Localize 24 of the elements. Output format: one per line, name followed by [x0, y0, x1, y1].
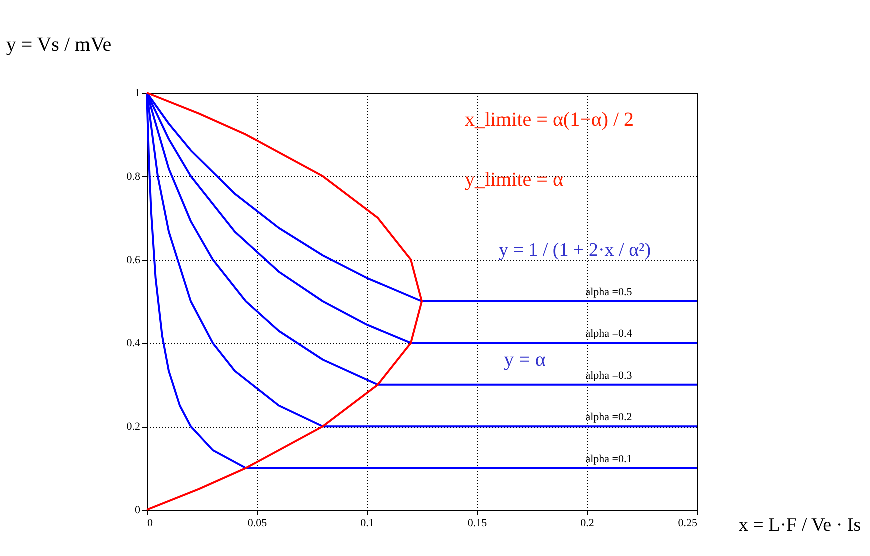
annotation: x_limite = α(1−α) / 2: [465, 109, 634, 131]
annotation: y_limite = α: [465, 169, 564, 191]
x-tick-label: 0.15: [468, 518, 488, 530]
x-tick-label: 0.25: [678, 518, 698, 530]
series-label: alpha =0.1: [586, 453, 632, 466]
text: y = Vs / mVe: [6, 34, 112, 56]
x-tick-label: 0: [148, 518, 154, 530]
x-tick-label: 0.05: [248, 518, 268, 530]
y-tick-label: 1: [135, 88, 140, 100]
series-label: alpha =0.3: [586, 370, 633, 382]
annotation: y = 1 / (1 + 2·x / α²): [498, 240, 652, 261]
y-tick-label: 0: [135, 504, 141, 516]
annotation: y = α: [504, 349, 546, 371]
y-tick-label: 0.4: [126, 338, 141, 350]
line-series: [146, 92, 423, 511]
text: x = L·F / Ve · Is: [738, 515, 862, 536]
series-label: alpha =0.5: [586, 286, 633, 298]
y-tick-label: 0.6: [126, 254, 141, 266]
series-label: alpha =0.2: [586, 412, 632, 424]
series-label: alpha =0.4: [586, 328, 633, 340]
x-tick-label: 0.1: [360, 518, 374, 530]
y-tick-label: 0.2: [126, 421, 140, 434]
y-tick-label: 0.8: [126, 170, 141, 183]
x-tick-label: 0.2: [580, 518, 594, 530]
